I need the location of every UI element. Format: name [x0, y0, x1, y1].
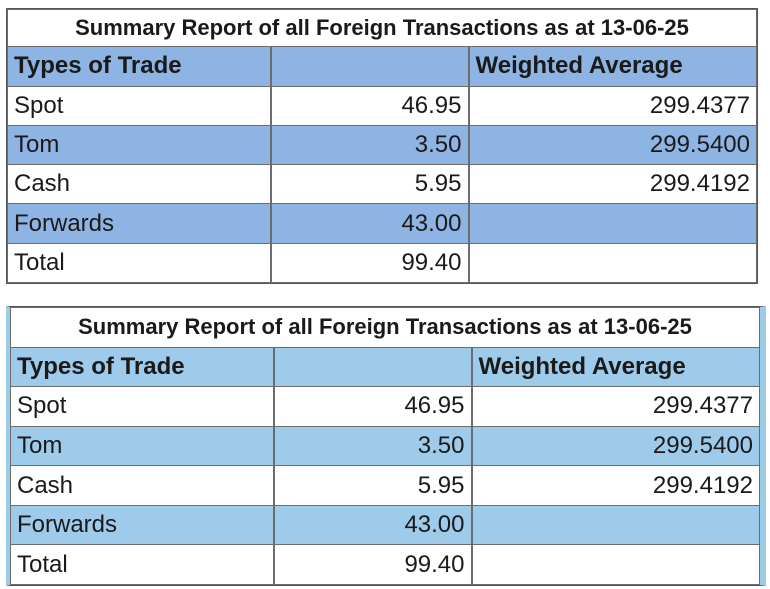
amount-cell: 5.95: [270, 164, 470, 205]
weighted-average-cell: [471, 544, 760, 585]
report-title: Summary Report of all Foreign Transactio…: [10, 307, 760, 348]
header-weighted-average: Weighted Average: [468, 46, 757, 87]
table-row: Forwards 43.00: [7, 203, 757, 244]
trade-type-cell: Cash: [7, 164, 272, 205]
amount-cell: 99.40: [273, 544, 473, 585]
trade-type-cell: Tom: [7, 124, 272, 166]
header-row: Types of Trade Weighted Average: [7, 46, 757, 87]
weighted-average-cell: [471, 504, 760, 546]
header-weighted-average: Weighted Average: [471, 346, 760, 388]
amount-cell: 43.00: [273, 504, 473, 546]
summary-report-table: Summary Report of all Foreign Transactio…: [7, 8, 757, 284]
weighted-average-cell: 299.5400: [471, 425, 760, 467]
header-amount: [270, 46, 470, 87]
table-row: Forwards 43.00: [10, 504, 760, 546]
weighted-average-cell: [468, 203, 757, 244]
header-types-of-trade: Types of Trade: [7, 46, 272, 87]
header-row: Types of Trade Weighted Average: [10, 346, 760, 388]
trade-type-cell: Spot: [10, 386, 275, 427]
table-row: Spot 46.95 299.4377: [7, 85, 757, 126]
table-row: Cash 5.95 299.4192: [10, 465, 760, 506]
trade-type-cell: Cash: [10, 465, 275, 506]
summary-report-table: Summary Report of all Foreign Transactio…: [10, 307, 760, 585]
table-row-total: Total 99.40: [7, 242, 757, 284]
weighted-average-cell: 299.4377: [471, 386, 760, 427]
table-row: Tom 3.50 299.5400: [7, 124, 757, 166]
summary-report-panel-top: Summary Report of all Foreign Transactio…: [6, 8, 758, 284]
table-row: Spot 46.95 299.4377: [10, 386, 760, 427]
trade-type-cell: Tom: [10, 425, 275, 467]
trade-type-cell: Forwards: [7, 203, 272, 244]
trade-type-cell: Total: [10, 544, 275, 585]
amount-cell: 46.95: [273, 386, 473, 427]
amount-cell: 46.95: [270, 85, 470, 126]
weighted-average-cell: 299.4192: [468, 164, 757, 205]
table-row: Cash 5.95 299.4192: [7, 164, 757, 205]
weighted-average-cell: [468, 242, 757, 284]
amount-cell: 43.00: [270, 203, 470, 244]
trade-type-cell: Forwards: [10, 504, 275, 546]
amount-cell: 3.50: [273, 425, 473, 467]
amount-cell: 99.40: [270, 242, 470, 284]
weighted-average-cell: 299.5400: [468, 124, 757, 166]
table-row-total: Total 99.40: [10, 544, 760, 585]
header-amount: [273, 346, 473, 388]
weighted-average-cell: 299.4377: [468, 85, 757, 126]
report-title: Summary Report of all Foreign Transactio…: [7, 8, 757, 48]
table-row: Tom 3.50 299.5400: [10, 425, 760, 467]
trade-type-cell: Total: [7, 242, 272, 284]
weighted-average-cell: 299.4192: [471, 465, 760, 506]
amount-cell: 5.95: [273, 465, 473, 506]
trade-type-cell: Spot: [7, 85, 272, 126]
amount-cell: 3.50: [270, 124, 470, 166]
summary-report-panel-bottom: Summary Report of all Foreign Transactio…: [6, 306, 766, 586]
header-types-of-trade: Types of Trade: [10, 346, 275, 388]
